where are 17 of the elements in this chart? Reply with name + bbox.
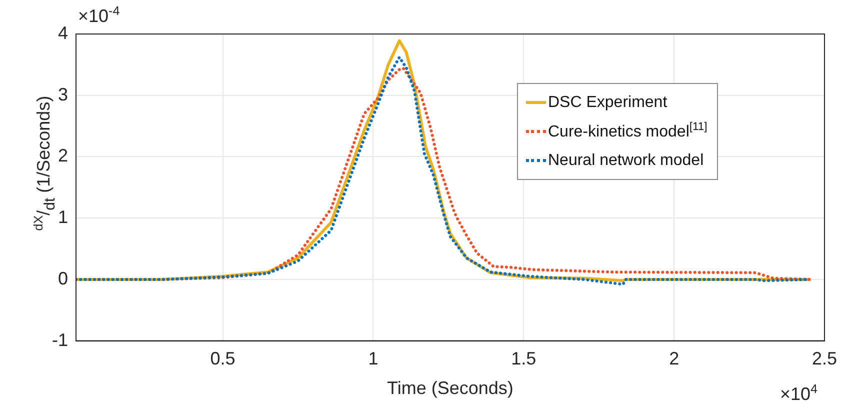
y-tick-label: 3 [58, 84, 68, 104]
x-tick-label: 2.5 [812, 348, 838, 369]
x-tick-label: 0.5 [210, 348, 236, 369]
text: ×10$^{4}$ [780, 382, 818, 405]
text: ×10$^{-4}$ [78, 4, 120, 27]
x-axis-title: Time (Seconds) [387, 378, 514, 398]
x-tick-label: 2 [669, 348, 680, 369]
y-tick-label: 0 [58, 268, 68, 288]
y-tick-label: 4 [58, 22, 68, 43]
x-tick-label: 1 [368, 348, 378, 369]
y-tick-label: -1 [52, 330, 68, 350]
y-tick-label: 1 [58, 207, 68, 228]
legend-label: Cure-kinetics model$^{[11]}$ [548, 121, 708, 142]
legend-label: DSC Experiment [548, 94, 668, 112]
y-tick-label: 2 [58, 146, 68, 166]
x-tick-label: 1.5 [511, 348, 536, 369]
legend-label: Neural network model [548, 152, 704, 170]
